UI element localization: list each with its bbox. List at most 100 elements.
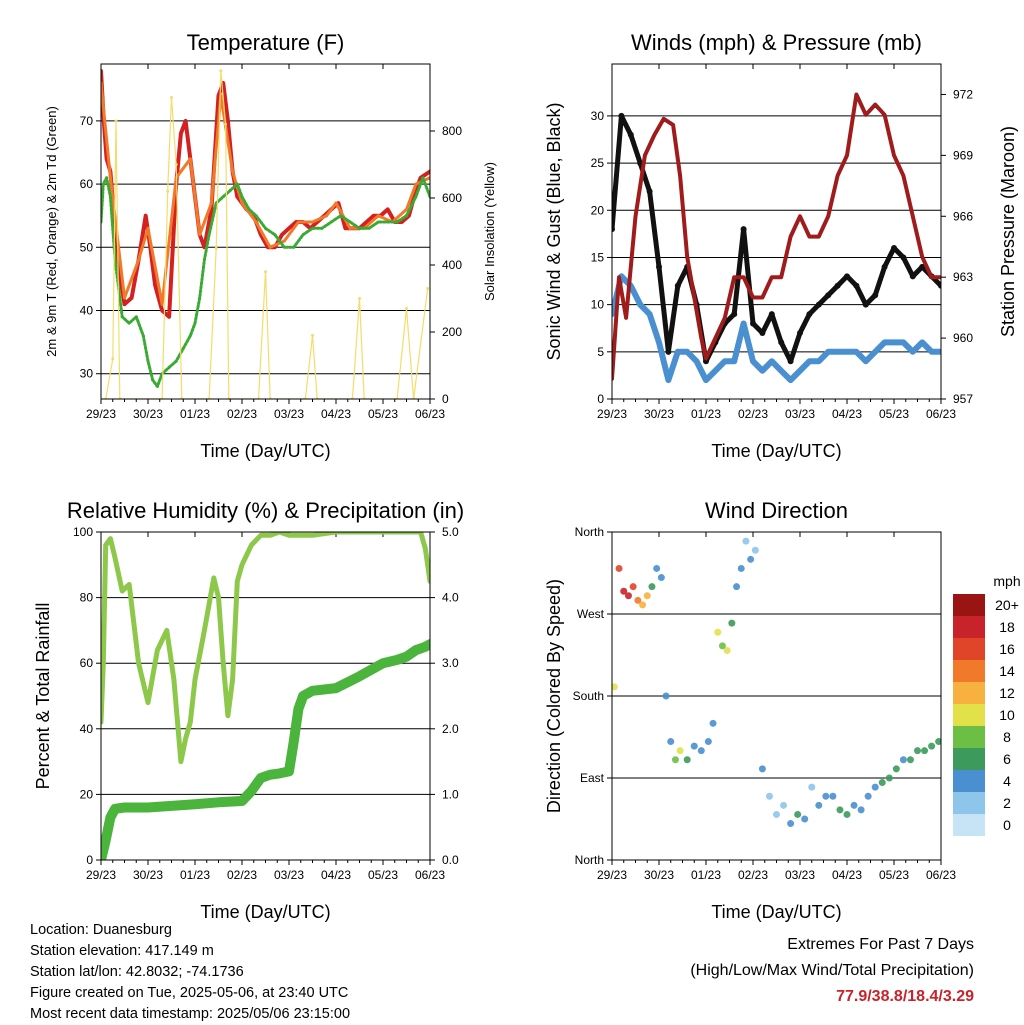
data-point [928,743,935,750]
data-point [241,799,244,802]
data-point [241,563,244,566]
data-point [705,738,712,745]
data-point [667,738,674,745]
data-point [168,366,171,369]
data-point [752,296,755,299]
y-tick-label: 40 [80,722,94,736]
x-tick-label: 02/23 [227,407,257,421]
data-point [648,313,651,316]
colorbar-label: 10 [999,707,1015,723]
data-point [248,208,251,211]
data-point [799,369,802,372]
data-point [273,233,276,236]
data-point [184,737,187,740]
colorbar-label: 12 [999,685,1015,701]
data-point [182,347,185,350]
data-point [210,202,213,205]
data-point [778,339,784,345]
data-point [886,775,893,782]
data-point [686,350,689,353]
data-point [747,556,754,563]
data-point [194,322,197,325]
x-tick-label: 05/23 [368,868,398,882]
data-point [302,695,305,698]
data-point [634,215,637,218]
data-point [121,590,124,593]
extremes-title: Extremes For Past 7 Days [690,932,974,958]
colorbar-label: 8 [1003,729,1011,745]
data-point [297,708,300,711]
data-point [231,170,234,173]
y-right-tick-label: 600 [442,191,462,205]
data-point [154,284,157,287]
data-point [770,360,773,363]
y-axis-label: 2m & 9m T (Red, Orange) & 2m Td (Green) [44,106,59,357]
data-point [780,369,783,372]
data-point [151,379,154,382]
extremes-box: Extremes For Past 7 Days (High/Low/Max W… [690,932,974,1010]
y-right-tick-label: 957 [953,392,973,406]
data-point [630,583,637,590]
data-point [733,276,736,279]
data-point [229,189,232,192]
data-point [144,214,147,217]
location-text: Location: Duanesburg [30,920,350,941]
x-axis-label: Time (Day/UTC) [711,441,841,461]
data-point [179,760,182,763]
data-point [297,221,300,224]
data-point [386,208,389,211]
data-point [217,596,220,599]
data-point [156,649,159,652]
data-point [663,693,670,700]
data-point [292,246,295,249]
y-axis-label: Percent & Total Rainfall [33,603,53,790]
x-tick-label: 03/23 [274,868,304,882]
data-point [302,233,305,236]
data-point [910,273,916,279]
data-point [883,341,886,344]
data-point [189,721,192,724]
data-point [686,255,689,258]
data-point [231,678,234,681]
x-tick-label: 06/23 [926,868,956,882]
data-point [773,811,780,818]
station-info: Location: Duanesburg Station elevation: … [30,920,350,1025]
data-point [710,720,717,727]
data-point [311,221,314,224]
data-point [269,246,272,249]
y-right-tick-label: 5.0 [442,525,459,539]
data-point [921,747,928,754]
data-point [858,806,865,813]
data-point [241,202,244,205]
data-point [311,689,314,692]
plot-area [100,69,432,400]
y-right-tick-label: 200 [442,325,462,339]
data-point [648,583,655,590]
data-point [662,117,665,120]
data-point [128,322,131,325]
data-point [414,195,417,198]
data-point [907,756,914,763]
data-point [900,254,906,260]
data-point [672,123,675,126]
data-point [714,337,717,340]
data-point [111,357,114,360]
x-tick-label: 06/23 [926,407,956,421]
data-point [372,214,375,217]
data-point [752,547,759,554]
data-point [653,565,660,572]
plot-area [609,93,944,382]
x-tick-label: 01/23 [180,407,210,421]
data-point [742,276,745,279]
data-point [817,360,820,363]
chart-title: Winds (mph) & Pressure (mb) [631,30,922,55]
data-point [226,714,229,717]
data-point [893,341,896,344]
chart-title: Relative Humidity (%) & Precipitation (i… [67,498,464,523]
data-point [658,574,665,581]
data-point [358,675,361,678]
data-point [723,316,726,319]
data-point [198,233,201,236]
data-point [816,302,822,308]
data-point [109,195,112,198]
